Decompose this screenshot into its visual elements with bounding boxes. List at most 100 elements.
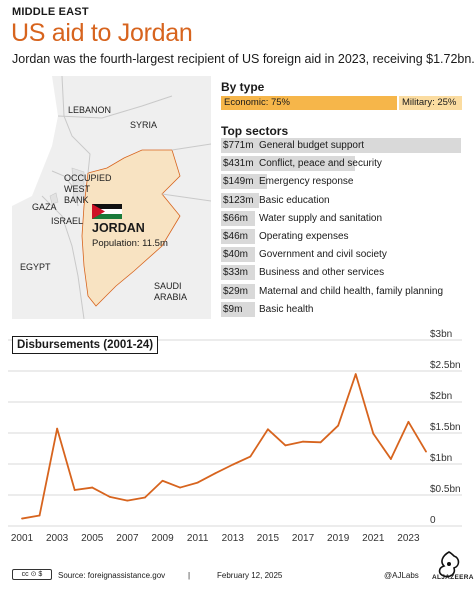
sector-amount: $123m: [223, 194, 254, 206]
data-point: [425, 450, 427, 453]
label-gaza: GAZA: [32, 202, 57, 212]
sector-row: $771m General budget support: [221, 138, 461, 153]
aljazeera-logo-icon: [438, 551, 460, 578]
country-name: JORDAN: [92, 221, 145, 235]
credit: @AJLabs: [384, 571, 419, 580]
population: Population: 11.5m: [92, 238, 168, 249]
data-point: [73, 489, 76, 491]
sector-bar: [221, 265, 255, 281]
sector-amount: $771m: [223, 140, 254, 151]
x-tick-label: 2017: [292, 533, 315, 544]
jordan-shape: [81, 149, 181, 307]
label-lebanon: LEBANON: [68, 105, 112, 115]
x-tick-label: 2021: [362, 533, 385, 544]
sector-row: $149m Emergency response: [221, 174, 461, 190]
border-line: [41, 195, 85, 319]
y-tick-label: $3bn: [430, 329, 452, 340]
data-point: [407, 420, 410, 423]
label-occupied: OCCUPIED: [64, 173, 112, 183]
west-bank-shape: [71, 167, 85, 201]
x-tick-label: 2003: [46, 533, 69, 544]
label-arabia: ARABIA: [154, 292, 188, 302]
x-tick-label: 2007: [116, 533, 139, 544]
sector-name: Business and other services: [259, 267, 385, 279]
x-tick-label: 2013: [222, 533, 245, 544]
economic-label: Economic: 75%: [224, 97, 291, 108]
data-point: [284, 444, 287, 447]
kicker: MIDDLE EAST: [12, 6, 89, 18]
sector-bar: [221, 192, 260, 208]
sector-row: $33m Business and other services: [221, 265, 461, 281]
sector-amount: $29m: [223, 285, 249, 297]
sector-bar: [221, 301, 255, 317]
gaza-shape: [49, 192, 59, 205]
chart-title: Disbursements (2001-24): [12, 336, 159, 354]
sector-bar: [221, 210, 255, 226]
chart-svg: 0 $0.5bn $1bn $1.5bn $2bn $2.5bn $3bn 2001 2003 2…: [0, 326, 474, 546]
subtitle: Jordan was the fourth-largest recipient …: [12, 52, 474, 66]
military-label: Military: 25%: [402, 97, 457, 108]
cc-license-icon: cc ⊙ $: [12, 569, 52, 580]
x-tick-label: 2019: [327, 533, 350, 544]
sea-shape: [12, 76, 58, 206]
data-point: [179, 486, 181, 489]
data-point: [319, 441, 322, 444]
x-tick-label: 2001: [11, 533, 34, 544]
data-point: [38, 514, 41, 517]
label-saudi: SAUDI: [154, 281, 182, 291]
sector-row: $46m Operating expenses: [221, 229, 461, 244]
y-tick-label: $2bn: [430, 391, 452, 402]
data-point: [21, 517, 23, 520]
economic-bar: Economic: 75%: [221, 96, 397, 110]
y-tick-label: $1bn: [430, 453, 452, 464]
data-point: [196, 481, 199, 484]
sector-bar: [221, 138, 461, 153]
label-bank: BANK: [64, 195, 89, 205]
sector-row: $29m Maternal and child health, family pl…: [221, 283, 461, 299]
region-map: LEBANON SYRIA OCCUPIED WEST BANK GAZA IS…: [12, 76, 211, 319]
series-line: [21, 373, 427, 520]
sector-name: Conflict, peace and security: [259, 158, 382, 170]
sector-bar: [221, 283, 255, 299]
data-point: [126, 499, 129, 502]
sector-amount: $66m: [223, 212, 249, 224]
sector-amount: $149m: [223, 176, 254, 188]
sector-row: $431m Conflict, peace and security: [221, 156, 461, 172]
label-israel: ISRAEL: [51, 216, 84, 226]
data-point: [389, 458, 392, 460]
border-line: [61, 76, 91, 174]
y-tick-label: $2.5bn: [430, 360, 461, 371]
data-point: [354, 373, 357, 375]
x-tick-label: 2009: [151, 533, 174, 544]
y-tick-label: $0.5bn: [430, 484, 461, 495]
sector-amount: $33m: [223, 267, 249, 279]
x-tick-label: 2015: [257, 533, 280, 544]
by-type-heading: By type: [221, 80, 265, 94]
data-point: [91, 486, 94, 489]
data-point: [302, 440, 304, 443]
sector-row: $40m Government and civil society: [221, 247, 461, 263]
data-point: [56, 427, 59, 430]
sector-row: $123m Basic education: [221, 192, 461, 208]
sector-name: General budget support: [259, 140, 365, 151]
label-syria: SYRIA: [130, 120, 158, 130]
sector-amount: $431m: [223, 158, 254, 170]
data-point: [231, 463, 234, 466]
publish-date: February 12, 2025: [217, 571, 283, 580]
border-line: [161, 193, 211, 202]
data-point: [214, 472, 217, 475]
x-tick-label: 2005: [81, 533, 104, 544]
sector-row: $66m Water supply and sanitation: [221, 210, 461, 226]
data-point: [372, 432, 375, 435]
footer: cc ⊙ $ Source: foreignassistance.gov | F…: [12, 551, 473, 584]
page-title: US aid to Jordan: [11, 19, 193, 47]
sectors-heading: Top sectors: [221, 124, 289, 138]
sector-amount: $9m: [223, 303, 243, 315]
y-tick-label: 0: [430, 515, 436, 526]
source: Source: foreignassistance.gov: [58, 571, 166, 580]
sector-name: Basic health: [259, 303, 314, 315]
sector-name: Water supply and sanitation: [259, 212, 383, 224]
data-point: [337, 424, 340, 427]
sector-name: Maternal and child health, family planni…: [259, 285, 443, 297]
label-west: WEST: [64, 184, 90, 194]
